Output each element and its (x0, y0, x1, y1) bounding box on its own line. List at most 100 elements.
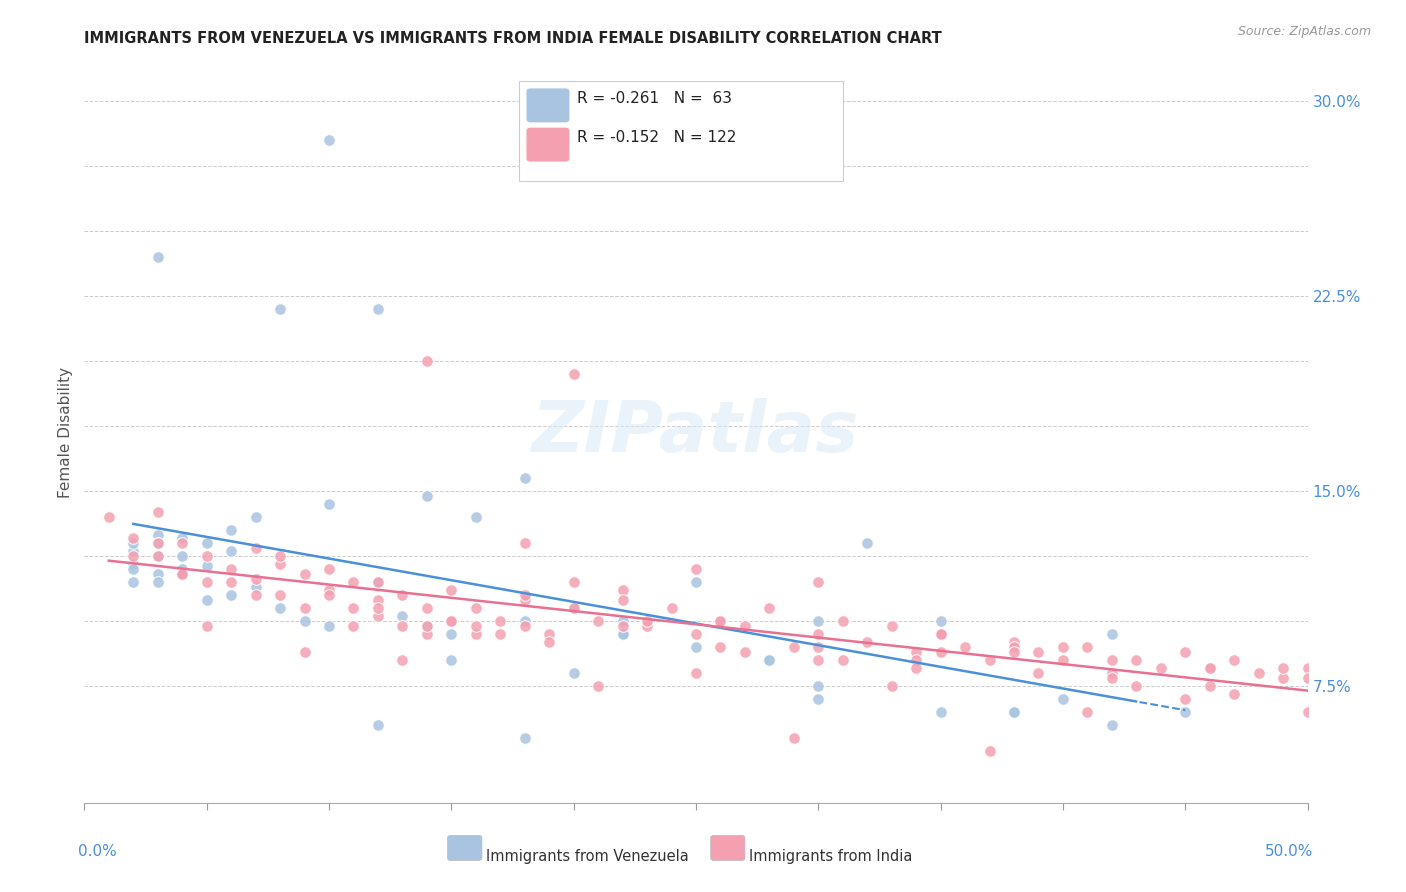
Point (513, 593, 536, 607)
Point (122, 544, 145, 558)
Point (1272, 661, 1295, 675)
Point (636, 619, 658, 633)
Point (367, 574, 389, 589)
Point (1002, 645, 1025, 659)
Point (612, 593, 634, 607)
Point (1150, 661, 1173, 675)
Point (1101, 718, 1123, 732)
Point (367, 302, 389, 317)
Point (245, 541, 267, 556)
Point (612, 582, 634, 597)
Point (367, 601, 389, 615)
Point (1052, 692, 1074, 706)
Point (953, 640, 976, 654)
Point (219, 588, 242, 602)
Point (979, 744, 1001, 758)
Point (464, 510, 486, 524)
Point (245, 510, 267, 524)
Point (294, 601, 316, 615)
Point (709, 614, 731, 628)
Point (195, 536, 218, 550)
Point (416, 619, 439, 633)
Point (416, 354, 439, 368)
Point (122, 536, 145, 550)
Point (1052, 640, 1074, 654)
Point (807, 653, 830, 667)
Point (318, 497, 340, 511)
Point (1198, 661, 1220, 675)
Point (612, 627, 634, 641)
Text: 50.0%: 50.0% (1265, 844, 1313, 858)
Point (391, 653, 413, 667)
Text: R = -0.261   N =  63: R = -0.261 N = 63 (578, 91, 733, 106)
Point (146, 549, 169, 563)
Text: Immigrants from India: Immigrants from India (748, 848, 912, 863)
Point (172, 567, 194, 582)
Point (367, 574, 389, 589)
Point (367, 593, 389, 607)
Point (612, 619, 634, 633)
Point (122, 574, 145, 589)
Point (122, 557, 145, 571)
Text: R = -0.152   N = 122: R = -0.152 N = 122 (578, 130, 737, 145)
Point (367, 718, 389, 732)
Point (929, 705, 952, 719)
Point (905, 661, 928, 675)
Point (122, 562, 145, 576)
Point (1076, 705, 1098, 719)
Point (831, 653, 853, 667)
Point (416, 601, 439, 615)
Point (513, 536, 536, 550)
Point (342, 574, 364, 589)
Point (831, 614, 853, 628)
Point (1101, 671, 1123, 685)
Point (929, 645, 952, 659)
Point (758, 601, 780, 615)
Point (1296, 661, 1319, 675)
Point (807, 574, 830, 589)
Point (440, 653, 463, 667)
Point (586, 679, 609, 693)
Point (538, 634, 561, 648)
Point (685, 562, 707, 576)
Point (1174, 692, 1197, 706)
Point (440, 582, 463, 597)
Point (146, 549, 169, 563)
Point (269, 557, 291, 571)
Point (172, 562, 194, 576)
Point (172, 567, 194, 582)
Point (391, 619, 413, 633)
Point (146, 567, 169, 582)
Point (269, 302, 291, 317)
Point (807, 692, 830, 706)
Point (513, 731, 536, 745)
Point (1028, 645, 1050, 659)
Point (342, 619, 364, 633)
Point (1002, 634, 1025, 648)
Point (807, 627, 830, 641)
Point (612, 614, 634, 628)
Text: Immigrants from Venezuela: Immigrants from Venezuela (485, 848, 689, 863)
Point (734, 645, 756, 659)
Y-axis label: Female Disability: Female Disability (58, 367, 73, 499)
Point (880, 619, 903, 633)
Point (1002, 705, 1025, 719)
Point (318, 582, 340, 597)
FancyBboxPatch shape (519, 81, 842, 181)
Point (1296, 705, 1319, 719)
Point (367, 608, 389, 623)
Point (513, 588, 536, 602)
Point (489, 614, 512, 628)
Point (219, 544, 242, 558)
Point (929, 627, 952, 641)
Point (440, 614, 463, 628)
Point (195, 619, 218, 633)
Point (245, 588, 267, 602)
Point (1125, 679, 1147, 693)
Point (513, 614, 536, 628)
Point (146, 536, 169, 550)
Point (195, 559, 218, 574)
Point (538, 627, 561, 641)
Point (195, 574, 218, 589)
Point (195, 549, 218, 563)
